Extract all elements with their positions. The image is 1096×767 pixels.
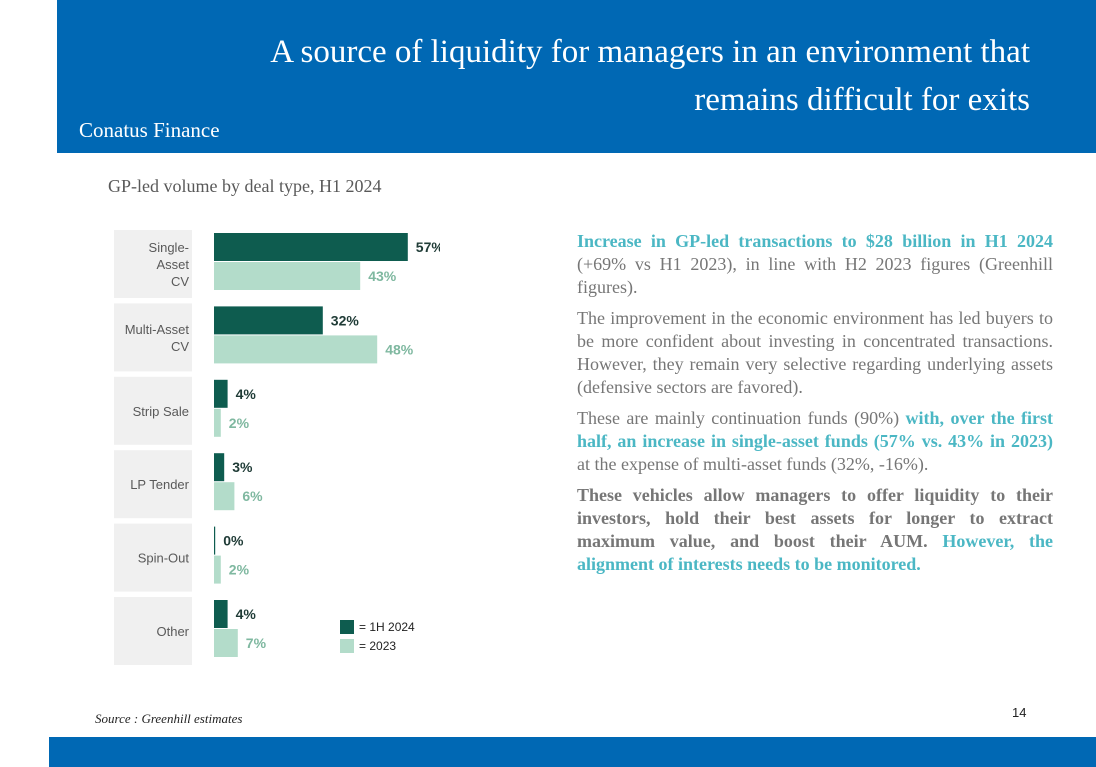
source-note: Source : Greenhill estimates bbox=[95, 711, 243, 726]
category-label: Other bbox=[156, 624, 189, 639]
data-label: 48% bbox=[385, 341, 414, 357]
commentary: Increase in GP-led transactions to $28 b… bbox=[577, 230, 1053, 584]
bar-1h-2024 bbox=[214, 306, 323, 335]
category-label-box bbox=[114, 450, 192, 519]
body-text: at the expense of multi-asset funds (32%… bbox=[577, 454, 929, 474]
data-label: 32% bbox=[331, 312, 360, 328]
legend-swatch bbox=[340, 620, 354, 634]
bar-2023 bbox=[214, 262, 361, 290]
bar-2023 bbox=[214, 555, 221, 584]
highlight-text: Increase in GP-led transactions to $28 b… bbox=[577, 231, 1053, 251]
data-label: 6% bbox=[242, 488, 263, 504]
category-label-box bbox=[114, 523, 192, 592]
data-label: 2% bbox=[229, 415, 250, 431]
data-label: 0% bbox=[223, 533, 244, 549]
category-label-box bbox=[114, 303, 192, 372]
data-label: 7% bbox=[246, 635, 267, 651]
chart-caption: GP-led volume by deal type, H1 2024 bbox=[108, 176, 382, 196]
bar-1h-2024 bbox=[214, 526, 216, 555]
data-label: 4% bbox=[236, 606, 257, 622]
bar-1h-2024 bbox=[214, 379, 228, 408]
legend-swatch bbox=[340, 639, 354, 653]
page-title: A source of liquidity for managers in an… bbox=[270, 34, 1030, 118]
bar-1h-2024 bbox=[214, 233, 408, 261]
category-label: LP Tender bbox=[130, 477, 189, 492]
bar-2023 bbox=[214, 408, 221, 437]
bar-2023 bbox=[214, 482, 235, 511]
bar-2023 bbox=[214, 335, 378, 364]
data-label: 2% bbox=[229, 562, 250, 578]
data-label: 3% bbox=[232, 459, 253, 475]
category-label: Strip Sale bbox=[133, 404, 189, 419]
data-label: 57% bbox=[416, 239, 440, 255]
header-bar: A source of liquidity for managers in an… bbox=[57, 0, 1096, 153]
bold-text: These vehicles allow managers to offer l… bbox=[577, 485, 1053, 551]
bar-2023 bbox=[214, 629, 238, 657]
paragraph-2: The improvement in the economic environm… bbox=[577, 308, 1053, 397]
bar-1h-2024 bbox=[214, 600, 228, 628]
paragraph-4: These vehicles allow managers to offer l… bbox=[577, 484, 1053, 576]
paragraph-1: Increase in GP-led transactions to $28 b… bbox=[577, 230, 1053, 299]
page-number: 14 bbox=[1012, 705, 1027, 720]
legend-label: = 2023 bbox=[359, 639, 396, 653]
legend-label: = 1H 2024 bbox=[359, 620, 415, 634]
category-label: Spin-Out bbox=[138, 551, 190, 566]
bar-1h-2024 bbox=[214, 453, 225, 482]
body-text: These are mainly continuation funds (90%… bbox=[577, 408, 906, 428]
data-label: 4% bbox=[236, 386, 257, 402]
body-text: (+69% vs H1 2023), in line with H2 2023 … bbox=[577, 254, 1053, 297]
category-label: Multi-Asset CV bbox=[125, 322, 190, 354]
category-label-box bbox=[114, 376, 192, 445]
category-label-box bbox=[114, 230, 192, 298]
category-label: Single-Asset CV bbox=[149, 240, 190, 289]
highlight-text: However, the alignment of interests need… bbox=[577, 531, 1054, 574]
footer-bar bbox=[49, 737, 1096, 767]
category-label-box bbox=[114, 597, 192, 665]
brand-name: Conatus Finance bbox=[79, 118, 220, 142]
highlight-text: with, over the first half, an increase i… bbox=[577, 408, 1053, 451]
data-label: 43% bbox=[368, 268, 397, 284]
paragraph-3: These are mainly continuation funds (90%… bbox=[577, 407, 1053, 476]
